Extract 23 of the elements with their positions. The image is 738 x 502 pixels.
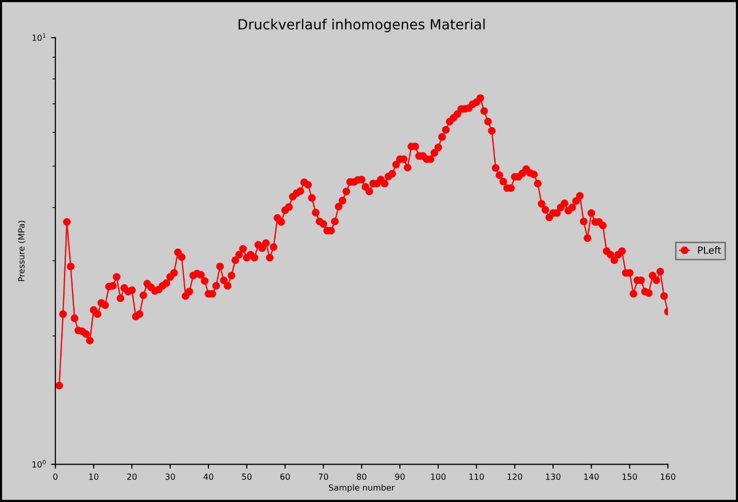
x-tick-label: 160 xyxy=(660,474,676,480)
x-tick-label: 130 xyxy=(546,474,560,480)
x-tick-label: 120 xyxy=(508,474,522,480)
x-tick-label: 60 xyxy=(280,474,290,480)
legend-label: PLeft xyxy=(698,246,722,254)
x-tick-label: 90 xyxy=(395,474,405,480)
x-tick-label: 40 xyxy=(204,474,214,480)
x-axis-title: Sample number xyxy=(328,484,395,492)
x-tick-label: 110 xyxy=(469,474,484,480)
x-tick-label: 30 xyxy=(166,474,175,480)
y-tick-label: 10$^{0}$ xyxy=(32,460,46,468)
x-tick-label: 100 xyxy=(431,474,446,480)
chart-title: Druckverlauf inhomogenes Material xyxy=(238,18,485,32)
x-tick-label: 0 xyxy=(53,474,58,480)
x-tick-label: 150 xyxy=(622,474,638,480)
x-tick-label: 10 xyxy=(89,474,98,480)
x-tick-label: 140 xyxy=(584,474,599,480)
x-tick-label: 50 xyxy=(242,474,252,480)
x-tick-label: 20 xyxy=(127,474,137,480)
x-tick-label: 70 xyxy=(318,474,328,480)
x-tick-label: 80 xyxy=(356,474,366,480)
y-tick-label: 10$^{1}$ xyxy=(32,33,46,41)
y-axis-title: Pressure (MPa) xyxy=(18,220,26,282)
